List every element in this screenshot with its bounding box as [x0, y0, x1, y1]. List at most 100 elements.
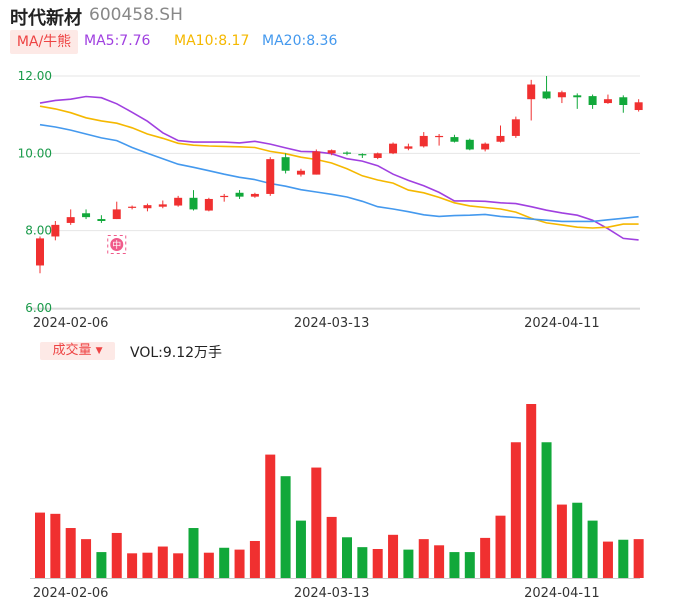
candle-body	[373, 153, 382, 158]
candle-body	[389, 143, 398, 154]
volume-bar	[495, 515, 506, 578]
volume-bar	[50, 513, 61, 578]
marker-icon	[110, 237, 124, 251]
ma5-line	[39, 95, 639, 241]
volume-bar	[541, 442, 552, 578]
volume-bar	[510, 442, 521, 578]
candle-body	[450, 137, 459, 142]
stock-code: 600458.SH	[89, 5, 183, 25]
candle-body	[557, 92, 566, 98]
candle-body	[82, 213, 91, 218]
candle-body	[634, 102, 643, 111]
volume-bar	[357, 547, 368, 578]
candle-body	[603, 99, 612, 104]
candle-body	[435, 135, 444, 138]
volume-bar	[142, 552, 153, 578]
candle-body	[343, 152, 351, 154]
ma-indicator-tab[interactable]: MA/牛熊	[10, 30, 78, 54]
event-marker: 中	[107, 234, 127, 254]
marker-label: 中	[112, 239, 121, 251]
volume-bar	[372, 549, 383, 578]
volume-bar	[295, 520, 306, 578]
volume-bar	[326, 516, 337, 578]
candle-body	[281, 157, 290, 171]
volume-bar	[111, 532, 122, 578]
volume-bar	[602, 541, 613, 578]
candle-body	[51, 224, 60, 237]
x-tick-label: 2024-03-13	[294, 316, 370, 331]
volume-bar	[203, 552, 214, 578]
candle-body	[143, 205, 152, 209]
volume-indicator-dropdown[interactable]: 成交量 ▼	[40, 342, 115, 360]
volume-bar	[464, 552, 475, 578]
caret-down-icon: ▼	[95, 346, 103, 356]
volume-bar	[280, 476, 291, 578]
candle-body	[619, 97, 628, 105]
volume-bar	[173, 553, 184, 578]
candle-body	[542, 91, 551, 99]
volume-bar	[127, 553, 138, 578]
y-tick-label: 8.00	[25, 224, 52, 238]
candle-body	[220, 195, 229, 198]
volume-bar	[587, 520, 598, 578]
volume-bar	[526, 404, 537, 578]
ma10-line	[39, 105, 639, 229]
candle-body	[128, 206, 137, 208]
volume-bar	[480, 537, 491, 578]
volume-bar	[311, 467, 322, 578]
candle-body	[174, 197, 183, 206]
x-tick-label: 2024-02-06	[33, 316, 109, 331]
candle-body	[527, 84, 536, 100]
volume-bars	[30, 404, 644, 579]
volume-bar	[434, 545, 445, 578]
volume-value-label: VOL:9.12万手	[130, 345, 223, 361]
candle-body	[496, 135, 505, 142]
x-tick-label: 2024-03-13	[294, 586, 370, 601]
y-tick-label: 10.00	[18, 146, 52, 160]
volume-bar	[633, 539, 644, 578]
candle-body	[204, 198, 213, 211]
candle-body	[158, 204, 167, 207]
candle-body	[358, 154, 367, 156]
candlesticks	[36, 76, 643, 274]
volume-bar	[81, 539, 92, 578]
moving-average-lines	[39, 95, 639, 241]
candle-body	[66, 217, 75, 223]
volume-bar	[572, 502, 583, 578]
volume-bar	[342, 537, 352, 578]
candle-body	[481, 143, 490, 150]
candle-body	[327, 150, 336, 154]
candle-body	[189, 197, 198, 210]
y-tick-label: 12.00	[18, 69, 52, 83]
volume-date-axis: 2024-02-06 2024-03-13 2024-04-11	[33, 586, 600, 601]
volume-bar	[157, 546, 168, 578]
volume-bar	[234, 549, 245, 578]
stock-name: 时代新材	[10, 8, 82, 29]
volume-bar	[418, 539, 429, 578]
x-tick-label: 2024-04-11	[524, 586, 600, 601]
candle-body	[465, 139, 474, 150]
candle-body	[112, 209, 121, 220]
candle-body	[97, 219, 106, 221]
volume-bar	[403, 549, 414, 578]
volume-bar	[556, 504, 567, 578]
candle-body	[36, 238, 44, 266]
candle-body	[250, 193, 259, 197]
volume-bar	[65, 528, 76, 578]
ma20-line	[39, 123, 639, 223]
volume-bar	[249, 540, 260, 578]
candle-body	[511, 119, 520, 136]
candle-body	[588, 96, 597, 105]
ma5-legend: MA5:7.76	[84, 33, 151, 49]
volume-bar	[618, 539, 629, 578]
candle-body	[573, 95, 582, 98]
candle-body	[266, 159, 275, 194]
volume-bar	[219, 547, 230, 578]
volume-bar	[388, 534, 399, 578]
candle-body	[404, 146, 413, 149]
marker-frame	[107, 234, 127, 254]
candle-body	[235, 192, 244, 197]
volume-bar	[188, 528, 199, 578]
ma20-legend: MA20:8.36	[262, 33, 338, 49]
